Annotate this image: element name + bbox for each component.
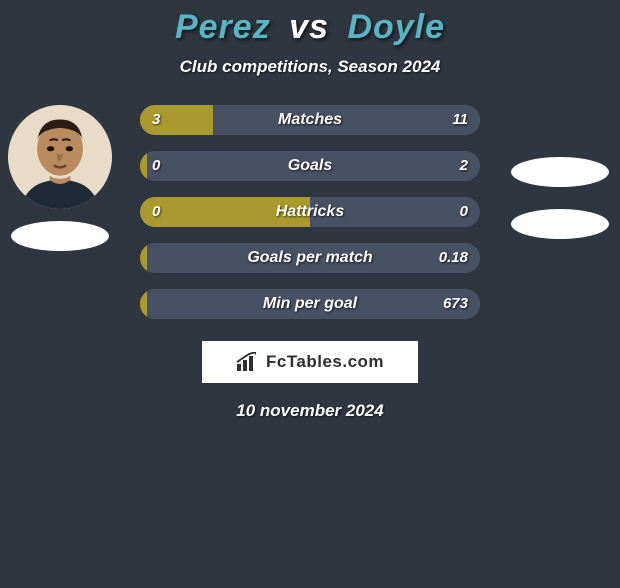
player1-avatar bbox=[8, 105, 112, 209]
stat-label: Goals per match bbox=[140, 243, 480, 273]
vs-text: vs bbox=[289, 8, 329, 46]
stat-bar-row: 0.18Goals per match bbox=[140, 243, 480, 273]
stat-bar-row: 00Hattricks bbox=[140, 197, 480, 227]
watermark: FcTables.com bbox=[202, 341, 418, 383]
stat-label: Matches bbox=[140, 105, 480, 135]
player1-name: Perez bbox=[175, 8, 271, 46]
subtitle: Club competitions, Season 2024 bbox=[0, 57, 620, 77]
player2-name: Doyle bbox=[347, 8, 445, 46]
player2-flag-2 bbox=[511, 209, 609, 239]
person-icon bbox=[8, 105, 112, 209]
stat-bar-row: 02Goals bbox=[140, 151, 480, 181]
stat-bar-row: 311Matches bbox=[140, 105, 480, 135]
date-text: 10 november 2024 bbox=[0, 401, 620, 421]
watermark-text: FcTables.com bbox=[266, 352, 384, 372]
player1-column bbox=[0, 105, 120, 251]
player1-flag bbox=[11, 221, 109, 251]
comparison-title: Perez vs Doyle bbox=[0, 8, 620, 47]
comparison-stage: 311Matches 02Goals 00Hattricks 0.18Goals pe… bbox=[0, 105, 620, 319]
player2-column bbox=[500, 105, 620, 239]
stat-label: Hattricks bbox=[140, 197, 480, 227]
stat-label: Min per goal bbox=[140, 289, 480, 319]
stat-bars-container: 311Matches 02Goals 00Hattricks 0.18Goals pe… bbox=[140, 105, 480, 319]
stat-bar-row: 673Min per goal bbox=[140, 289, 480, 319]
chart-icon bbox=[236, 352, 260, 372]
player2-flag-1 bbox=[511, 157, 609, 187]
stat-label: Goals bbox=[140, 151, 480, 181]
